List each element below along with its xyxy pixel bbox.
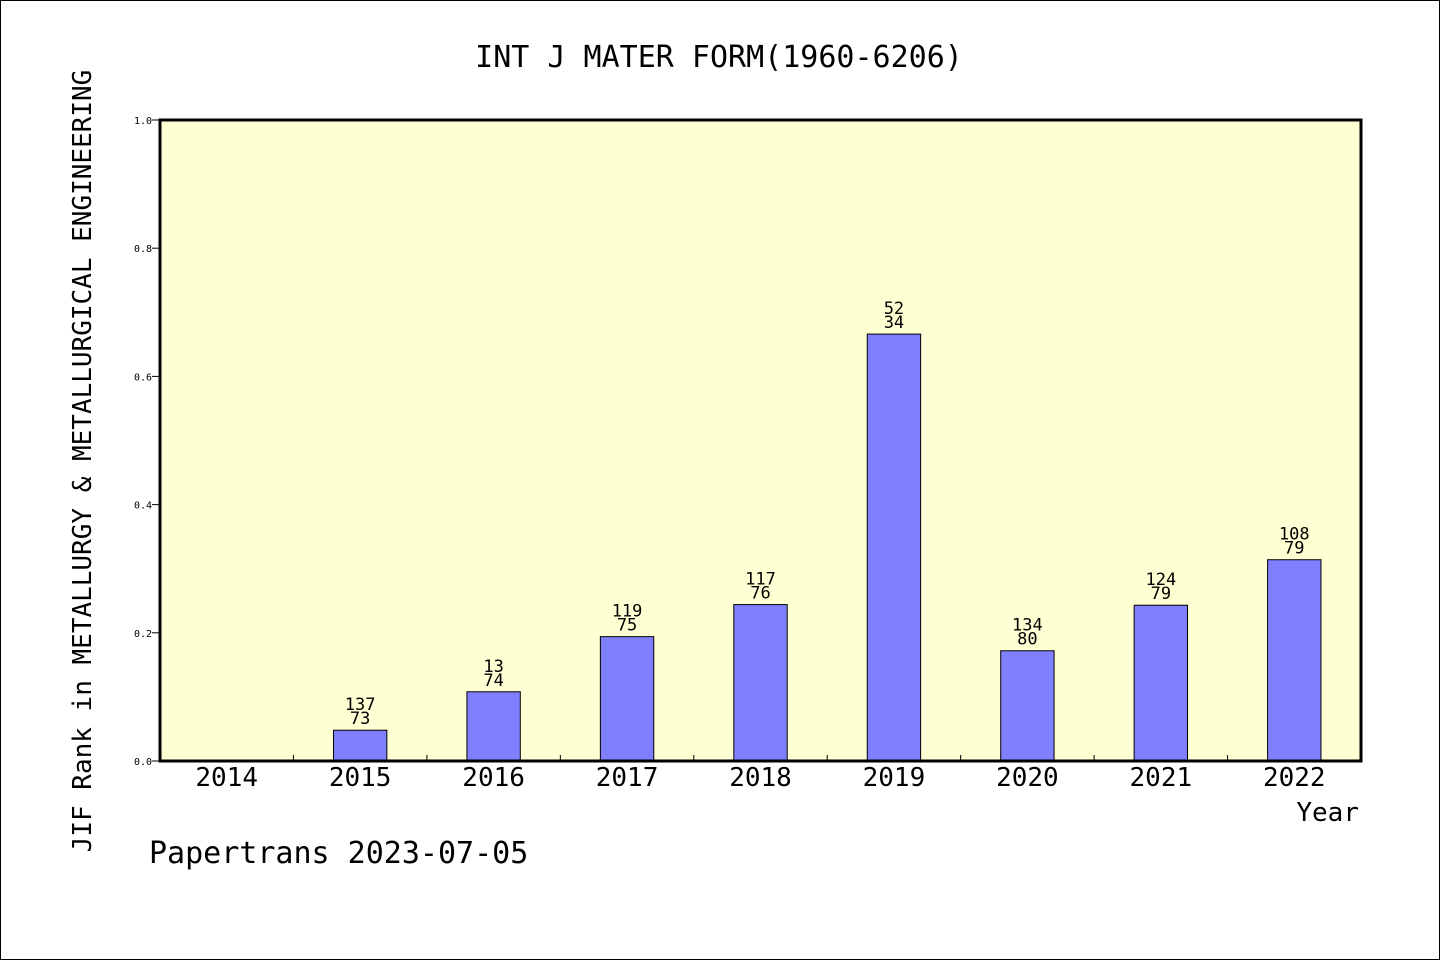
- y-tick-label: 0.2: [134, 629, 152, 640]
- bar-2019: [866, 333, 922, 762]
- y-axis-ticks: 0.0 0.2 0.4 0.6 0.8 1.0: [134, 116, 160, 768]
- y-tick-label: 0.0: [134, 757, 152, 768]
- x-tick-label: 2018: [729, 763, 792, 793]
- watermark-text: Papertrans 2023-07-05: [149, 836, 528, 871]
- bar-2015: [332, 729, 388, 762]
- x-tick-label: 2016: [462, 763, 525, 793]
- rank-label: 124: [1145, 570, 1176, 590]
- total-label: 79: [1151, 584, 1171, 604]
- rank-label: 134: [1012, 616, 1043, 636]
- x-axis-ticks: 2014 2015 2016 2017 2018 2019 2020 2021 2022: [195, 755, 1326, 793]
- bar-2022: [1267, 559, 1322, 762]
- y-tick-label: 0.6: [134, 372, 152, 383]
- x-tick-label: 2020: [996, 763, 1059, 793]
- total-label: 75: [617, 616, 637, 636]
- bar-2020: [1000, 650, 1055, 762]
- y-axis-label: JIF Rank in METALLURGY & METALLURGICAL E…: [68, 70, 98, 853]
- total-label: 74: [483, 671, 503, 691]
- x-axis-label: Year: [1296, 798, 1359, 828]
- bar-2018: [733, 604, 788, 762]
- chart-title: INT J MATER FORM(1960-6206): [475, 40, 963, 75]
- y-tick-label: 1.0: [134, 116, 152, 127]
- x-tick-label: 2015: [329, 763, 392, 793]
- total-label: 73: [350, 709, 370, 729]
- y-tick-label: 0.4: [134, 501, 152, 512]
- x-tick-label: 2017: [596, 763, 659, 793]
- rank-label: 108: [1279, 525, 1310, 545]
- total-label: 79: [1284, 539, 1304, 559]
- bar-2016: [466, 691, 521, 762]
- x-tick-label: 2021: [1130, 763, 1193, 793]
- rank-label: 52: [884, 299, 904, 319]
- total-label: 34: [884, 313, 904, 333]
- rank-label: 137: [345, 695, 376, 715]
- bar-2017: [599, 636, 655, 762]
- total-label: 80: [1017, 630, 1037, 650]
- rank-label: 13: [483, 657, 503, 677]
- plot-border: [158, 118, 1363, 763]
- rank-label: 117: [745, 570, 776, 590]
- rank-label: 119: [612, 602, 643, 622]
- y-tick-label: 0.8: [134, 244, 152, 255]
- x-tick-label: 2014: [195, 763, 258, 793]
- bar-2021: [1133, 604, 1189, 762]
- x-tick-label: 2022: [1263, 763, 1326, 793]
- x-tick-label: 2019: [863, 763, 926, 793]
- total-label: 76: [750, 584, 770, 604]
